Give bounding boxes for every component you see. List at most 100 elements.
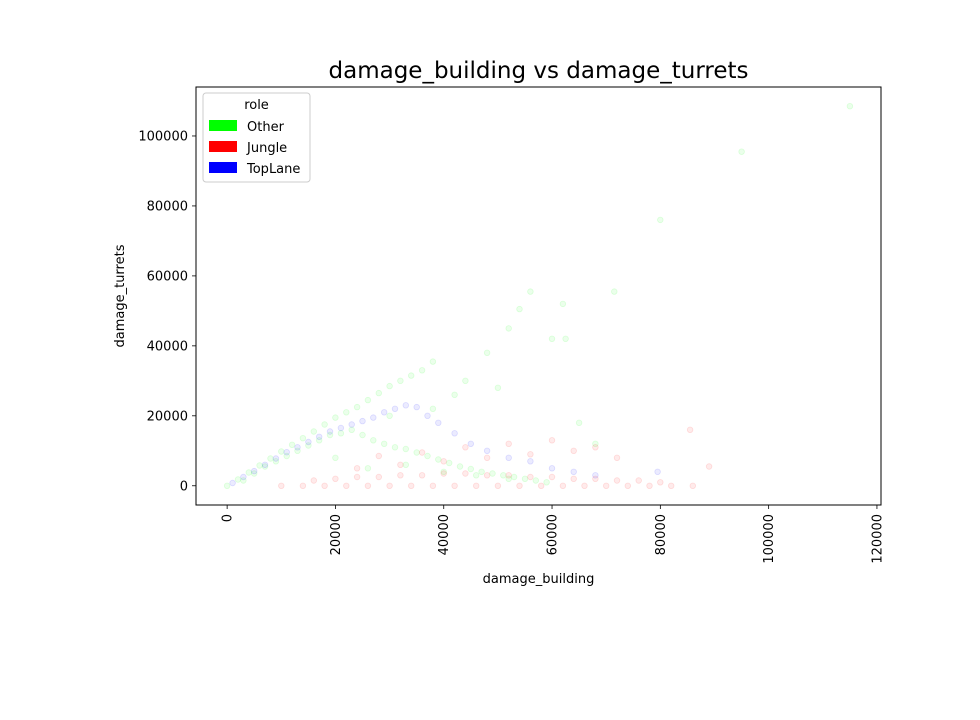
- point-other: [256, 462, 263, 469]
- point-jungle: [686, 426, 694, 433]
- point-other: [657, 216, 664, 224]
- point-jungle: [418, 472, 426, 479]
- point-toplane: [505, 454, 512, 461]
- point-jungle: [375, 452, 382, 460]
- plot-frame: [195, 86, 882, 506]
- y-tick-label: 0: [180, 479, 188, 494]
- point-other: [326, 431, 334, 439]
- point-other: [424, 452, 431, 460]
- point-jungle: [310, 477, 317, 484]
- point-toplane: [413, 403, 420, 411]
- point-other: [267, 455, 274, 462]
- point-other: [532, 477, 539, 484]
- point-jungle: [429, 482, 437, 489]
- point-other: [386, 382, 393, 390]
- point-jungle: [505, 440, 512, 447]
- point-other: [521, 475, 529, 482]
- y-tick-label: 100000: [138, 129, 188, 144]
- point-other: [562, 335, 569, 342]
- point-other: [321, 421, 328, 428]
- point-other: [316, 437, 323, 444]
- x-tick-label: 20000: [329, 514, 344, 555]
- point-jungle: [559, 482, 567, 489]
- point-jungle: [516, 482, 523, 489]
- point-jungle: [462, 470, 469, 477]
- point-jungle: [494, 482, 502, 489]
- point-other: [456, 463, 464, 470]
- y-axis-label: damage_turrets: [113, 244, 128, 347]
- x-tick-label: 0: [221, 514, 236, 522]
- point-jungle: [570, 475, 577, 482]
- point-other: [462, 377, 469, 384]
- x-axis-label: damage_building: [483, 572, 595, 587]
- x-tick-label: 60000: [546, 514, 561, 555]
- point-other: [429, 405, 437, 412]
- legend-label-other: Other: [247, 120, 285, 135]
- point-other: [527, 288, 534, 295]
- point-other: [402, 445, 409, 453]
- point-other: [359, 431, 366, 439]
- point-toplane: [229, 479, 236, 487]
- point-jungle: [483, 472, 491, 479]
- point-jungle: [592, 475, 599, 482]
- point-other: [505, 325, 512, 332]
- point-other: [245, 469, 252, 476]
- point-other: [489, 470, 496, 477]
- point-other: [611, 288, 618, 295]
- x-axis-ticks: 0 20000 40000 60000 80000 100000 120000: [221, 505, 885, 564]
- legend-title: role: [244, 98, 269, 113]
- point-other: [240, 477, 247, 484]
- point-other: [283, 452, 290, 460]
- point-toplane: [548, 465, 556, 472]
- point-other: [483, 349, 491, 356]
- point-other: [353, 403, 361, 411]
- point-other: [548, 335, 556, 342]
- point-jungle: [635, 477, 642, 484]
- point-other: [473, 472, 480, 479]
- point-toplane: [654, 468, 661, 475]
- point-other: [337, 430, 345, 437]
- point-other: [364, 465, 372, 472]
- point-jungle: [364, 482, 372, 489]
- point-toplane: [370, 414, 377, 421]
- point-other: [505, 475, 512, 482]
- point-other: [478, 468, 485, 475]
- point-jungle: [397, 461, 404, 468]
- point-other: [375, 389, 382, 397]
- y-tick-label: 80000: [147, 199, 188, 214]
- point-jungle: [299, 482, 307, 489]
- point-other: [397, 377, 404, 384]
- point-other: [310, 428, 317, 435]
- y-axis-ticks: 0 20000 40000 60000 80000 100000: [138, 129, 196, 494]
- point-other: [408, 372, 415, 379]
- point-jungle: [527, 451, 534, 458]
- point-toplane: [483, 447, 491, 454]
- point-toplane: [527, 458, 534, 465]
- x-tick-label: 80000: [654, 514, 669, 555]
- point-jungle: [570, 447, 577, 454]
- point-other: [278, 448, 285, 455]
- point-jungle: [483, 454, 491, 461]
- point-jungle: [353, 473, 361, 481]
- point-other: [500, 472, 507, 479]
- point-other: [510, 473, 518, 481]
- point-toplane: [337, 424, 345, 432]
- point-toplane: [359, 417, 366, 425]
- point-other: [429, 358, 437, 365]
- point-other: [418, 367, 426, 374]
- point-other: [234, 476, 242, 483]
- point-jungle: [386, 482, 393, 489]
- point-jungle: [657, 479, 664, 486]
- point-other: [299, 435, 307, 442]
- point-jungle: [332, 475, 339, 482]
- point-other: [370, 437, 377, 444]
- point-other: [261, 463, 269, 470]
- point-jungle: [473, 482, 480, 489]
- point-other: [846, 102, 854, 110]
- data-points: [223, 102, 854, 489]
- point-jungle: [581, 482, 588, 489]
- point-other: [738, 148, 745, 155]
- y-tick-label: 40000: [147, 339, 188, 354]
- point-toplane: [305, 438, 312, 446]
